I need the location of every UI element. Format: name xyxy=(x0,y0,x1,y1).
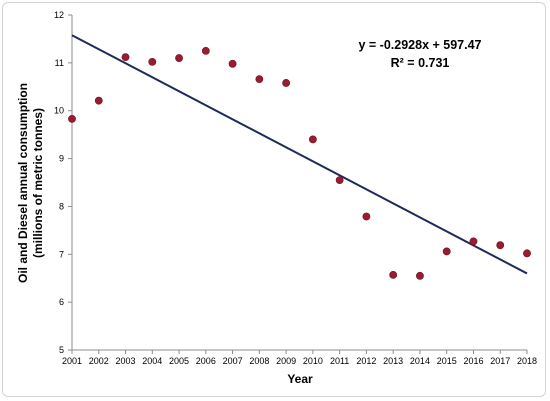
trendline-group xyxy=(71,34,528,275)
y-tick-label: 10 xyxy=(54,106,64,116)
x-tick-label: 2002 xyxy=(89,356,109,366)
data-point xyxy=(201,46,210,55)
y-tick-label: 8 xyxy=(59,201,64,211)
data-point xyxy=(469,237,478,246)
data-point xyxy=(523,249,531,258)
data-points xyxy=(68,46,531,280)
x-tick-label: 2011 xyxy=(330,356,349,366)
x-tick-label: 2003 xyxy=(116,356,136,366)
y-tick-label: 6 xyxy=(59,297,64,307)
x-axis-title: Year xyxy=(287,372,313,386)
data-point xyxy=(496,241,505,250)
x-axis-ticks: 2001 2002 2003 2004 2005 2006 2007 2008 2009 2010… xyxy=(62,350,537,366)
y-axis-title-line1: Oil and Diesel annual consumption xyxy=(16,83,30,283)
x-tick-label: 2007 xyxy=(223,356,243,366)
data-point xyxy=(68,114,76,123)
x-tick-label: 2008 xyxy=(249,356,269,366)
data-point xyxy=(175,54,183,62)
x-tick-label: 2016 xyxy=(463,356,483,366)
trendline xyxy=(71,34,528,275)
data-point xyxy=(335,176,344,185)
x-tick-label: 2015 xyxy=(437,356,457,366)
data-point xyxy=(121,53,130,62)
data-point xyxy=(255,75,264,84)
x-tick-label: 2017 xyxy=(490,356,510,366)
x-tick-label: 2005 xyxy=(169,356,189,366)
data-point xyxy=(442,247,451,256)
data-point xyxy=(282,79,291,87)
y-tick-label: 7 xyxy=(59,249,64,259)
r-squared-label: R² = 0.731 xyxy=(391,56,450,70)
y-axis-ticks: 5 6 7 8 9 10 11 12 xyxy=(54,10,72,355)
data-point xyxy=(148,58,157,66)
y-tick-label: 11 xyxy=(55,58,64,68)
chart-frame xyxy=(2,2,546,397)
data-point xyxy=(416,271,424,280)
data-point xyxy=(389,270,398,279)
x-tick-label: 2018 xyxy=(517,356,537,366)
x-tick-label: 2014 xyxy=(410,356,430,366)
x-tick-label: 2009 xyxy=(276,356,296,366)
x-tick-label: 2012 xyxy=(356,356,376,366)
data-point xyxy=(228,59,237,68)
chart-axes xyxy=(71,15,527,351)
x-tick-label: 2006 xyxy=(196,356,216,366)
y-axis-title-line2: (millions of metric tonnes) xyxy=(31,108,45,258)
data-point xyxy=(308,135,317,144)
trendline-equation: y = -0.2928x + 597.47 xyxy=(358,38,481,52)
x-tick-label: 2010 xyxy=(303,356,323,366)
x-tick-label: 2001 xyxy=(62,356,82,366)
data-point xyxy=(94,96,103,105)
y-tick-label: 12 xyxy=(54,10,64,20)
y-tick-label: 5 xyxy=(59,345,64,355)
x-tick-label: 2004 xyxy=(142,356,162,366)
data-point xyxy=(362,212,371,221)
y-tick-label: 9 xyxy=(59,154,64,164)
x-tick-label: 2013 xyxy=(383,356,403,366)
